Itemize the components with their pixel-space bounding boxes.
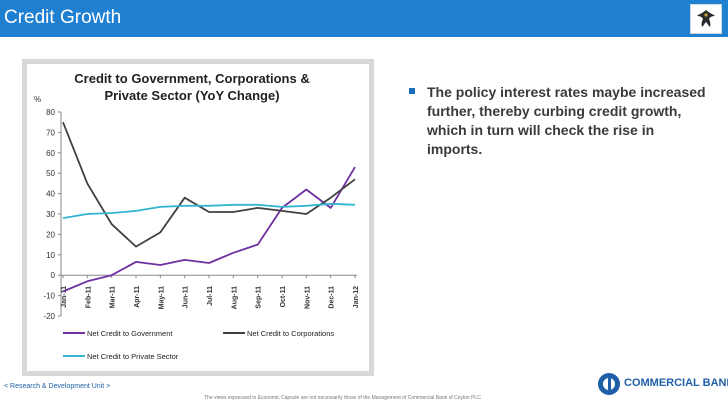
y-tick-label: 80: [46, 108, 55, 117]
footer-disclaimer: The views expressed in Economic Capsule …: [204, 395, 481, 401]
x-tick-label: May-11: [158, 286, 165, 309]
bank-name: COMMERCIAL BANK: [624, 377, 728, 389]
x-tick-label: Aug-11: [231, 286, 238, 309]
bullet-marker-icon: [409, 88, 415, 94]
chart-title-line: Credit to Government, Corporations &: [74, 71, 309, 86]
x-tick-label: Feb-11: [85, 286, 92, 308]
bullet-text: The policy interest rates maybe increase…: [427, 84, 706, 157]
chart-title-line: Private Sector (YoY Change): [104, 88, 279, 103]
x-tick-label: Sep-11: [256, 286, 263, 309]
x-tick-label: Apr-11: [134, 286, 141, 308]
y-tick-label: 30: [46, 210, 55, 219]
x-tick-label: Jun-11: [183, 286, 190, 308]
footer-unit: < Research & Development Unit >: [4, 383, 111, 390]
y-tick-label: -20: [43, 312, 55, 321]
legend-label: Net Credit to Corporations: [247, 329, 334, 338]
bank-logo-icon: [598, 373, 620, 395]
y-tick-label: -10: [43, 292, 55, 301]
x-tick-label: Nov-11: [304, 286, 311, 309]
series-line-government: [62, 166, 356, 293]
y-tick-label: 0: [51, 271, 56, 280]
y-axis-label: %: [34, 95, 41, 104]
bank-logo: COMMERCIAL BANK: [598, 372, 728, 398]
x-tick-label: Oct-11: [280, 286, 287, 308]
y-tick-label: 60: [46, 149, 55, 158]
y-tick-label: 10: [46, 251, 55, 260]
corner-logo: [690, 4, 722, 34]
x-tick-label: Dec-11: [329, 286, 336, 309]
x-tick-label: Jan-12: [353, 286, 360, 308]
x-tick-label: Mar-11: [110, 286, 117, 308]
series-line-corporations: [62, 121, 356, 248]
bullet-list: The policy interest rates maybe increase…: [409, 83, 709, 159]
y-tick-label: 40: [46, 190, 55, 199]
chart-panel: Credit to Government, Corporations & Priv…: [27, 64, 369, 371]
legend-label: Net Credit to Private Sector: [87, 352, 179, 361]
x-tick-label: Jan-11: [61, 286, 68, 308]
x-tick-label: Jul-11: [207, 286, 214, 306]
y-tick-label: 70: [46, 128, 55, 137]
line-chart: Credit to Government, Corporations & Priv…: [34, 71, 360, 361]
title-bar: Credit Growth: [0, 0, 728, 37]
y-tick-label: 50: [46, 169, 55, 178]
slide-title: Credit Growth: [4, 7, 122, 28]
legend-label: Net Credit to Government: [87, 329, 173, 338]
series-line-private-sector: [62, 202, 356, 219]
eagle-crest-icon: [697, 10, 715, 27]
y-tick-label: 20: [46, 230, 55, 239]
